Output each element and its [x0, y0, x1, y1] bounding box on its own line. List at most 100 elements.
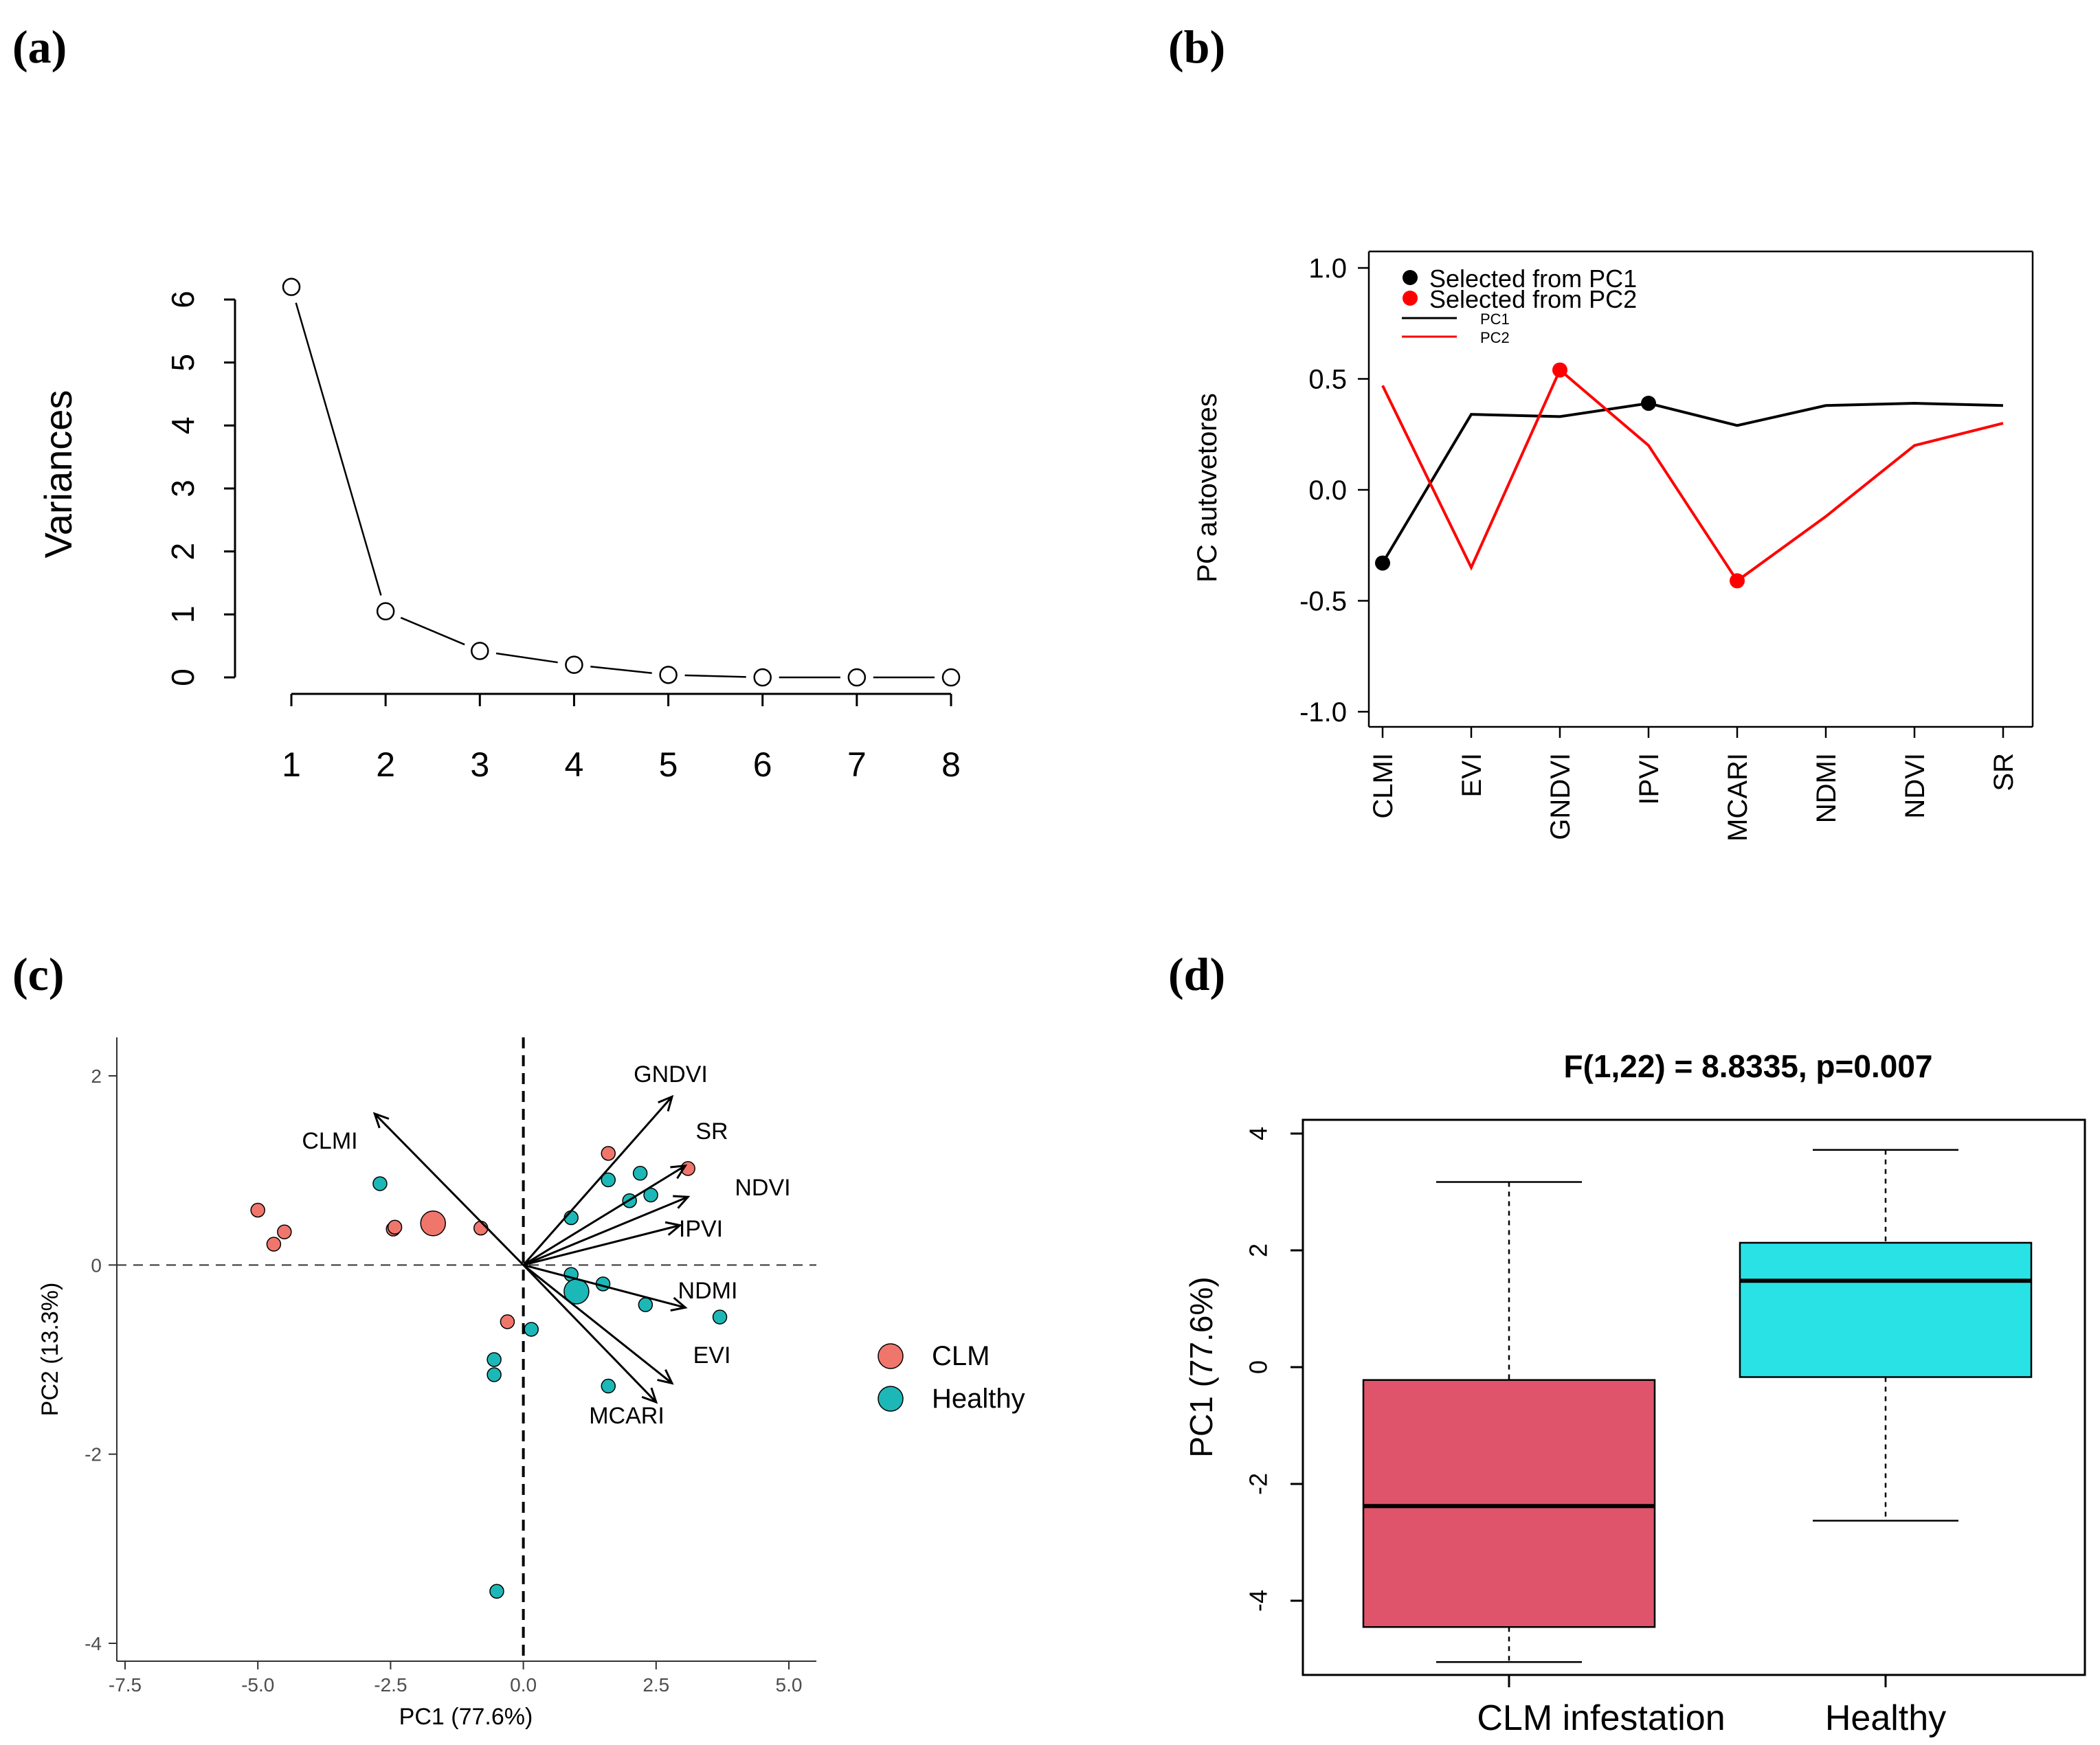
chart-c-point-healthy [712, 1309, 728, 1325]
chart-c-loading-arrow [523, 1195, 689, 1266]
chart-a-x-tick-label: 3 [470, 745, 489, 784]
chart-c-legend-marker [878, 1343, 904, 1369]
chart-b-selected-point [1375, 555, 1390, 571]
chart-b-x-tick-label: SR [1989, 753, 2019, 791]
chart-b-y-tick-label: -1.0 [1299, 697, 1347, 728]
chart-c-loading-arrowhead [658, 1094, 674, 1112]
chart-c-x-label: PC1 (77.6%) [399, 1704, 533, 1730]
chart-a-y-label: Variances [36, 390, 80, 559]
chart-a-y-tick-label: 5 [165, 354, 201, 372]
chart-c-loading-arrowhead [673, 1195, 691, 1209]
chart-d-box [1362, 1379, 1656, 1628]
chart-d-box-healthy: Healthy [1739, 1149, 2033, 1738]
chart-d-y-label: PC1 (77.6%) [1183, 1276, 1219, 1457]
chart-d-title: F(1,22) = 8.8335, p=0.007 [1563, 1048, 1932, 1084]
chart-b-x-tick-label: NDVI [1900, 753, 1930, 819]
chart-c-loading-arrowhead [641, 1387, 658, 1404]
chart-c-y-label: PC2 (13.3%) [37, 1283, 63, 1417]
chart-c-centroid-clm [420, 1211, 446, 1237]
chart-a-y-tick-label: 4 [165, 417, 201, 435]
chart-c-point-healthy [487, 1352, 502, 1367]
chart-a-y-tick-label: 1 [165, 606, 201, 624]
chart-b-legend-label: PC1 [1480, 311, 1510, 328]
chart-a-y-tick-label: 3 [165, 480, 201, 497]
chart-b-series-pc1 [1381, 401, 2004, 564]
chart-c-legend-label: CLM [932, 1341, 990, 1371]
chart-a-line-segment [295, 302, 382, 596]
chart-c-loading-arrow [522, 1096, 673, 1266]
chart-d-box-clm-infestation: CLM infestation [1362, 1181, 1725, 1738]
chart-d: F(1,22) = 8.8335, p=0.007 -4 -2 0 2 4 PC1 (77.… [1183, 1048, 2086, 1738]
chart-b-x-tick-label: CLMI [1368, 753, 1398, 819]
chart-b-legend-marker-pc2 [1403, 291, 1418, 306]
chart-a-y-tick-label: 2 [165, 543, 201, 561]
chart-a-line-segment [590, 665, 652, 675]
chart-a-x-tick-label: 2 [376, 745, 395, 784]
chart-c-point-healthy [489, 1584, 504, 1599]
chart-d-box [1739, 1241, 2033, 1378]
chart-a-y-tick-label: 6 [165, 291, 201, 308]
chart-a-x-tick-label: 7 [847, 745, 867, 784]
chart-a-point [847, 668, 867, 687]
chart-c-loading-ndvi [523, 1195, 691, 1266]
chart-b-selected-point [1552, 362, 1567, 378]
chart-b-x-tick-label: IPVI [1634, 753, 1664, 805]
chart-c-loading-gndvi [522, 1094, 674, 1266]
chart-b-legend-label: Selected from PC2 [1429, 285, 1637, 313]
chart-a-point [471, 642, 489, 660]
chart-c-loading-arrow [522, 1264, 657, 1403]
chart-a-point [376, 602, 395, 620]
chart-a-line-segment [495, 652, 558, 664]
chart-a-x-tick-label: 5 [659, 745, 678, 784]
chart-d-y-tick-label: 4 [1244, 1127, 1273, 1140]
chart-c-x-tick-label: 0.0 [510, 1674, 537, 1696]
chart-d-y-tick-label: -2 [1244, 1473, 1273, 1495]
chart-b-legend-label: Selected from PC1 [1429, 264, 1637, 293]
chart-a-x-tick-label: 6 [753, 745, 772, 784]
chart-a-point [565, 655, 583, 674]
chart-c-loading-label: IPVI [679, 1216, 723, 1242]
chart-d-y-tick-label: 0 [1244, 1360, 1273, 1374]
chart-c-loading-arrowhead [664, 1221, 682, 1236]
chart-a: 0 1 2 3 4 5 6 1 2 3 4 5 6 7 8 Variances [36, 278, 961, 784]
chart-c-point-clm [387, 1219, 403, 1235]
chart-c-y-tick-label: -2 [85, 1444, 102, 1465]
chart-a-point [753, 668, 772, 687]
chart-a-point [659, 666, 678, 684]
chart-d-x-tick-label: CLM infestation [1477, 1698, 1725, 1738]
chart-c-loading-label: EVI [693, 1342, 731, 1369]
chart-b-series-pc2 [1381, 368, 2004, 583]
panel-label-a: (a) [12, 21, 67, 73]
chart-b-y-tick-label: 1.0 [1308, 254, 1347, 284]
chart-c-loading-label: SR [695, 1118, 728, 1145]
chart-c-point-clm [500, 1314, 515, 1329]
chart-b-x-tick-label: EVI [1457, 753, 1487, 797]
chart-b-selected-point [1730, 573, 1745, 589]
chart-c-loading-label: CLMI [302, 1128, 357, 1154]
chart-c-legend: CLM Healthy [878, 1341, 1025, 1414]
chart-b-y-tick-label: 0.5 [1308, 365, 1347, 395]
chart-b: -1.0 -0.5 0.0 0.5 1.0 CLMI EVI GNDVI IPVI MCARI ND… [1192, 250, 2034, 842]
chart-c-point-healthy [487, 1367, 502, 1382]
chart-c-loading-arrowhead [670, 1296, 688, 1311]
chart-b-x-tick-label: NDMI [1811, 753, 1842, 823]
chart-b-x-tick-label: MCARI [1723, 753, 1753, 842]
chart-c-point-clm [277, 1224, 292, 1239]
chart-c-point-healthy [524, 1322, 539, 1337]
chart-c-loading-evi [522, 1264, 674, 1385]
chart-c-x-tick-label: -7.5 [109, 1674, 142, 1696]
chart-c-loading-clmi [372, 1112, 524, 1266]
chart-a-point [282, 278, 301, 296]
chart-c-point-clm [250, 1202, 265, 1218]
chart-a-x-tick-label: 1 [282, 745, 301, 784]
chart-d-y-tick-label: 2 [1244, 1243, 1273, 1257]
chart-d-x-tick-label: Healthy [1825, 1698, 1946, 1738]
chart-d-y-tick-label: -4 [1244, 1590, 1273, 1612]
panel-label-c: (c) [12, 948, 65, 1000]
chart-c-legend-marker [878, 1386, 904, 1412]
chart-c-loading-label: NDMI [678, 1278, 738, 1304]
chart-c-point-healthy [601, 1172, 616, 1188]
chart-c-loading-arrow [523, 1224, 680, 1266]
chart-c-point-healthy [643, 1187, 658, 1203]
chart-c-point-healthy [632, 1166, 648, 1181]
